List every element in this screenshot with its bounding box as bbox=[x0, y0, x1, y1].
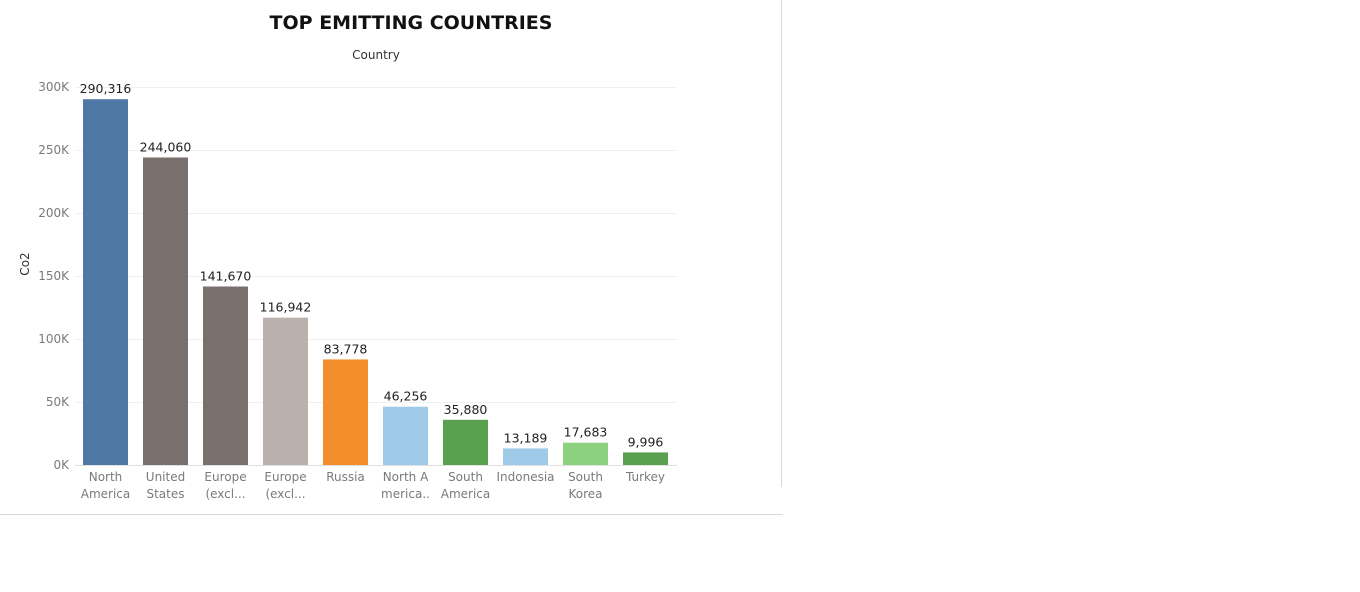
data-label: 9,996 bbox=[628, 434, 664, 449]
y-tick-label: 50K bbox=[46, 395, 70, 409]
data-label: 35,880 bbox=[444, 402, 488, 417]
x-tick-label-line: Turkey bbox=[625, 470, 665, 484]
x-tick-label: Indonesia bbox=[496, 470, 554, 484]
chart-title: TOP EMITTING COUNTRIES bbox=[270, 12, 553, 34]
x-tick-label-line: North bbox=[89, 470, 123, 484]
x-tick-label-line: America bbox=[81, 487, 131, 501]
bar bbox=[503, 448, 548, 465]
data-label: 244,060 bbox=[140, 139, 192, 154]
x-tick-label-line: (excl... bbox=[205, 487, 245, 501]
bars bbox=[83, 99, 668, 465]
x-tick-label-line: Europe bbox=[264, 470, 306, 484]
y-axis-label: Co2 bbox=[18, 252, 32, 275]
column-header-country: Country bbox=[352, 48, 400, 62]
x-tick-label-line: South bbox=[448, 470, 483, 484]
bar bbox=[563, 442, 608, 465]
bar bbox=[143, 157, 188, 465]
x-tick-label-line: States bbox=[146, 487, 184, 501]
x-tick-label: Europe (excl... bbox=[264, 470, 306, 501]
x-tick-label-line: (excl... bbox=[265, 487, 305, 501]
data-label: 83,778 bbox=[324, 341, 368, 356]
x-tick-label-line: Indonesia bbox=[496, 470, 554, 484]
y-tick-label: 250K bbox=[38, 143, 70, 157]
y-tick-label: 300K bbox=[38, 80, 70, 94]
y-tick-label: 0K bbox=[53, 458, 70, 472]
data-label: 141,670 bbox=[200, 268, 252, 283]
x-tick-label-line: Russia bbox=[326, 470, 365, 484]
x-tick-label-line: merica.. bbox=[381, 487, 430, 501]
data-label: 17,683 bbox=[564, 425, 608, 440]
y-axis-ticks: 0K 50K 100K 150K 200K 250K 300K bbox=[38, 80, 70, 472]
x-tick-label: North America bbox=[81, 470, 131, 501]
x-tick-label: Turkey bbox=[625, 470, 665, 484]
bar bbox=[203, 286, 248, 465]
bar bbox=[263, 317, 308, 465]
data-label: 290,316 bbox=[80, 81, 132, 96]
bar bbox=[443, 419, 488, 465]
x-tick-label: United States bbox=[146, 470, 185, 501]
x-tick-label: South America bbox=[441, 470, 491, 501]
x-tick-label: Europe (excl... bbox=[204, 470, 246, 501]
x-tick-label: North A merica.. bbox=[381, 470, 430, 501]
y-tick-label: 150K bbox=[38, 269, 70, 283]
x-tick-label-line: America bbox=[441, 487, 491, 501]
bar bbox=[623, 452, 668, 465]
x-tick-label-line: Korea bbox=[568, 487, 602, 501]
bar bbox=[383, 406, 428, 465]
x-tick-label-line: United bbox=[146, 470, 185, 484]
bar bbox=[323, 359, 368, 465]
x-tick-label: Russia bbox=[326, 470, 365, 484]
data-label: 116,942 bbox=[260, 300, 312, 315]
data-label: 13,189 bbox=[504, 430, 548, 445]
bar bbox=[83, 99, 128, 465]
data-label: 46,256 bbox=[384, 389, 428, 404]
x-tick-label: South Korea bbox=[568, 470, 603, 501]
x-tick-label-line: South bbox=[568, 470, 603, 484]
x-tick-label-line: Europe bbox=[204, 470, 246, 484]
value-labels: 290,316 244,060 141,670 116,942 83,778 46,256… bbox=[80, 81, 664, 449]
y-tick-label: 200K bbox=[38, 206, 70, 220]
x-tick-label-line: North A bbox=[383, 470, 429, 484]
y-tick-label: 100K bbox=[38, 332, 70, 346]
